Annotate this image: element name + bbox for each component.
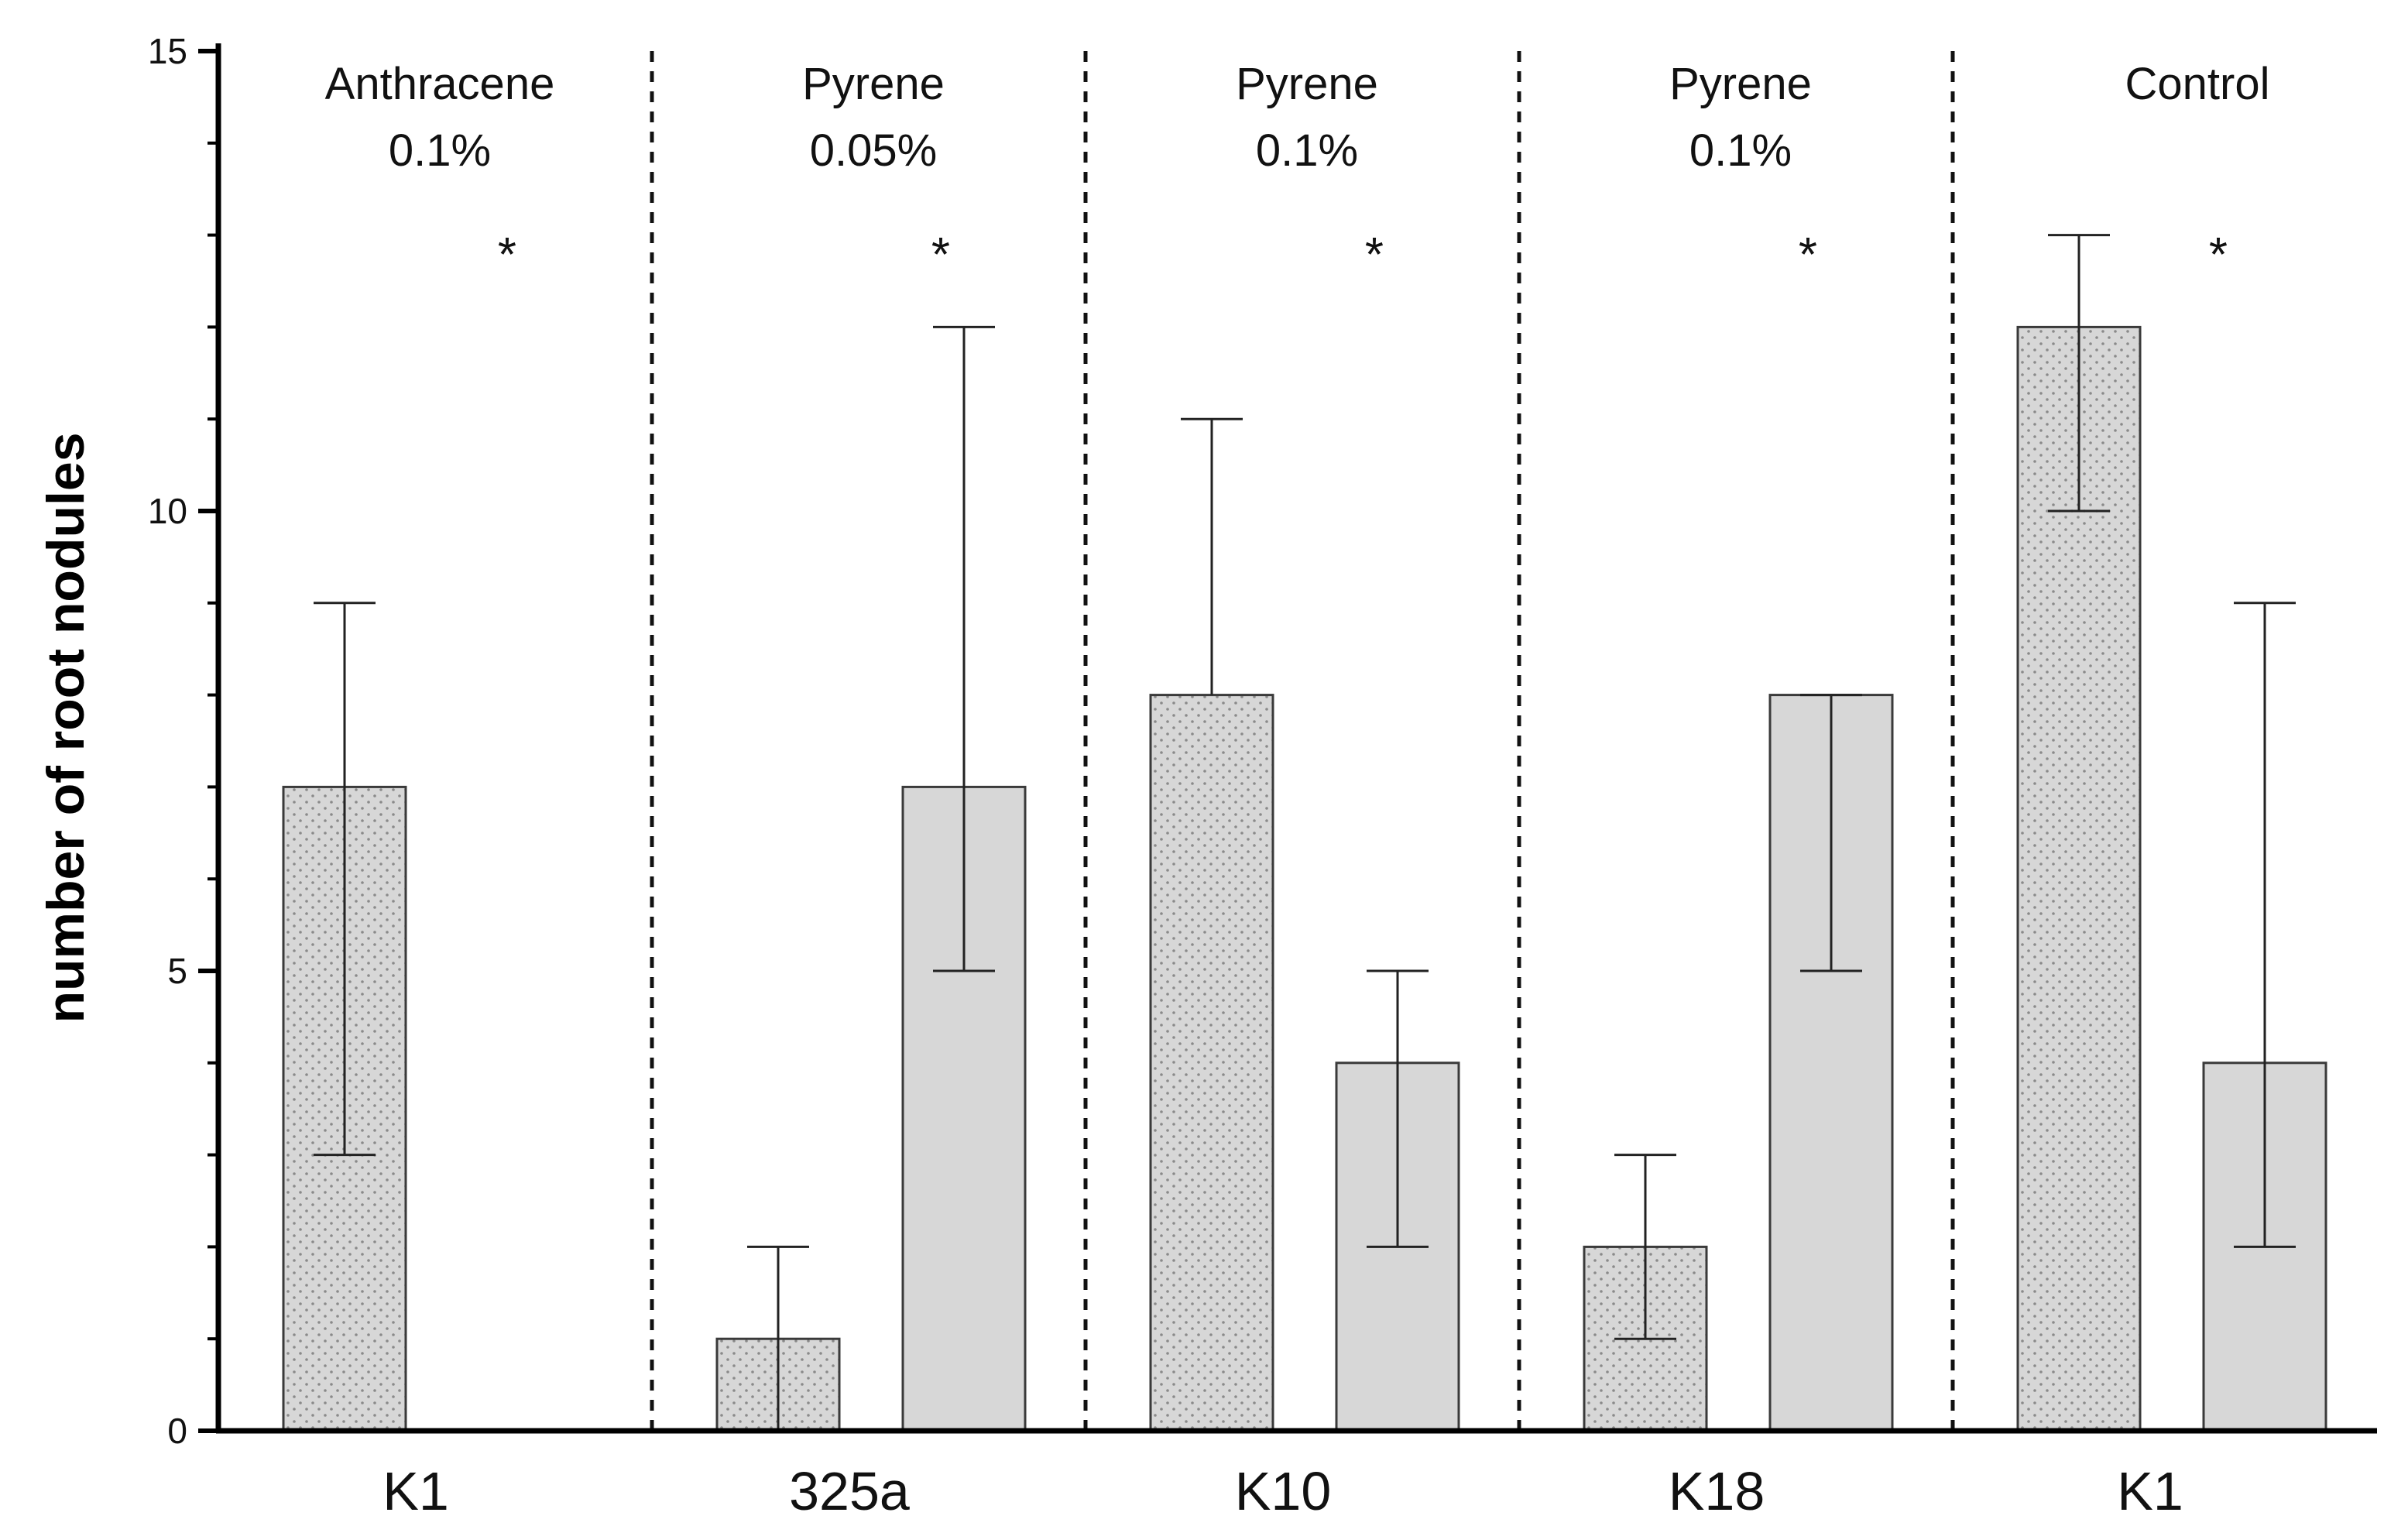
- y-tick-label: 15: [148, 31, 187, 71]
- bar-dotted: [1149, 694, 1274, 1432]
- significance-marker: *: [2209, 228, 2228, 282]
- group-label-line1: Pyrene: [1236, 59, 1378, 109]
- y-tick-label: 0: [167, 1411, 187, 1451]
- group-label-line1: Anthracene: [325, 59, 555, 109]
- category-label: K18: [1669, 1461, 1765, 1521]
- group-label-line2: 0.1%: [389, 125, 491, 176]
- y-axis-title: number of root nodules: [36, 432, 95, 1023]
- group-label-line1: Control: [2125, 59, 2270, 109]
- plot-area: Anthracene 0.1% * K1 Pyrene 0.05% * 325a Pyrene 0…: [148, 31, 2377, 1521]
- group-label-line2: 0.1%: [1256, 125, 1358, 176]
- y-tick-label: 5: [167, 951, 187, 991]
- group-label-line2: 0.1%: [1689, 125, 1792, 176]
- category-label: K10: [1235, 1461, 1332, 1521]
- group-label-line2: 0.05%: [810, 125, 937, 176]
- group-label-line1: Pyrene: [1669, 59, 1812, 109]
- significance-marker: *: [1799, 228, 1817, 282]
- y-tick-label: 10: [148, 491, 187, 531]
- category-label: K1: [2117, 1461, 2183, 1521]
- significance-marker: *: [498, 228, 516, 282]
- category-label: K1: [382, 1461, 449, 1521]
- significance-marker: *: [931, 228, 950, 282]
- significance-marker: *: [1365, 228, 1384, 282]
- group-label-line1: Pyrene: [802, 59, 945, 109]
- category-label: 325a: [789, 1461, 910, 1521]
